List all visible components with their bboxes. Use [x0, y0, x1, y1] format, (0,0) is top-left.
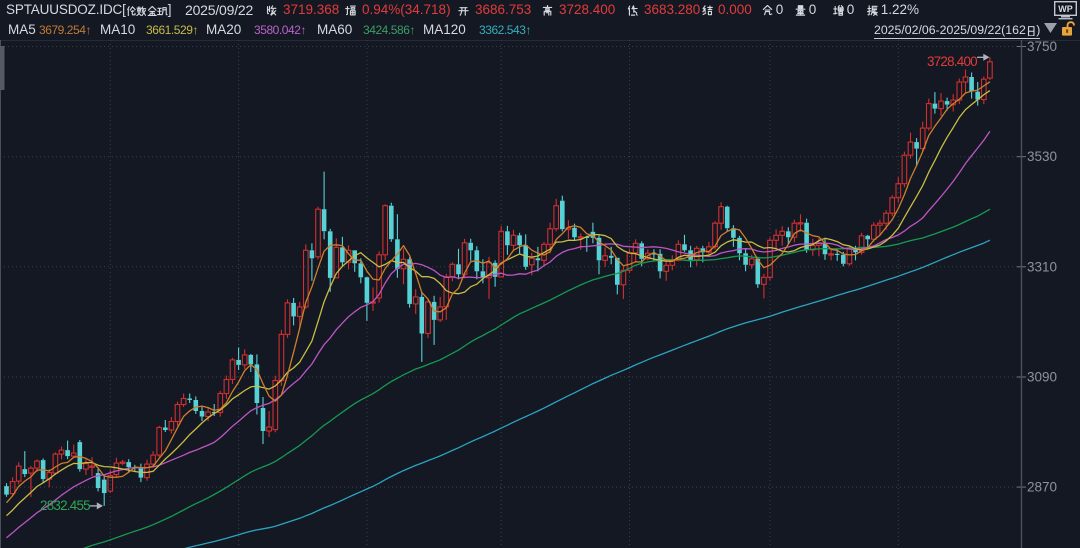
svg-text:3530: 3530: [1027, 149, 1057, 164]
svg-text:3750: 3750: [1027, 39, 1057, 54]
svg-text:WP: WP: [1058, 4, 1073, 14]
svg-text:3090: 3090: [1027, 370, 1057, 385]
svg-text:2832.455: 2832.455: [40, 498, 90, 513]
svg-text:3728.400: 3728.400: [927, 54, 977, 69]
svg-text:2870: 2870: [1027, 480, 1057, 495]
svg-text:3310: 3310: [1027, 259, 1057, 274]
